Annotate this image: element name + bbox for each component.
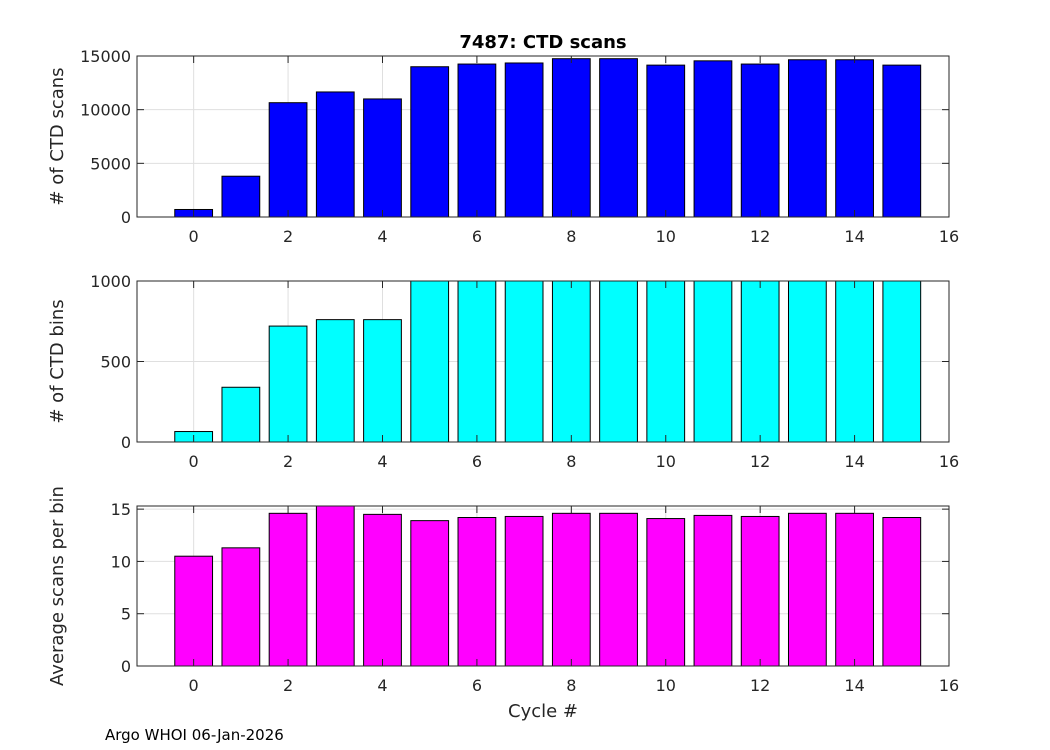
bar-cycle-15 xyxy=(882,517,922,666)
bar-cycle-15 xyxy=(882,281,922,442)
x-tick-label: 16 xyxy=(939,676,959,695)
x-tick-label: 4 xyxy=(377,676,387,695)
x-tick-label: 12 xyxy=(750,676,770,695)
bar-cycle-12 xyxy=(740,281,780,442)
bar-cycle-10 xyxy=(646,64,686,217)
x-tick-label: 2 xyxy=(283,676,293,695)
bar-cycle-6 xyxy=(457,281,497,442)
bar-cycle-10 xyxy=(646,518,686,666)
bar-cycle-2 xyxy=(268,325,308,442)
bar-cycle-13 xyxy=(787,512,827,666)
y-tick-label: 10000 xyxy=(80,101,131,120)
chart-panel-2: 0 2 4 6 8 10 12 14 16 0 500 1000 # of CTD bins xyxy=(47,272,959,471)
bar-cycle-11 xyxy=(693,60,733,217)
bar-cycle-1 xyxy=(221,386,261,442)
y-tick-label: 0 xyxy=(121,208,131,227)
bar-cycle-1 xyxy=(221,547,261,666)
x-tick-label: 8 xyxy=(566,227,576,246)
x-tick-label: 8 xyxy=(566,676,576,695)
bar-cycle-12 xyxy=(740,63,780,217)
chart-title: 7487: CTD scans xyxy=(459,32,626,53)
bar-cycle-6 xyxy=(457,63,497,217)
bar-cycle-3 xyxy=(315,506,355,666)
bar-cycle-4 xyxy=(363,98,402,217)
bar-cycle-4 xyxy=(363,319,402,442)
bar-cycle-3 xyxy=(315,91,355,217)
footer-credit: Argo WHOI 06-Jan-2026 xyxy=(105,726,284,744)
y-axis-label: # of CTD scans xyxy=(47,67,68,205)
y-axis-label: Average scans per bin xyxy=(47,486,68,686)
x-tick-label: 10 xyxy=(656,227,676,246)
y-tick-label: 0 xyxy=(121,657,131,676)
x-tick-label: 4 xyxy=(377,452,387,471)
x-tick-label: 2 xyxy=(283,227,293,246)
bar-cycle-13 xyxy=(787,281,827,442)
bar-cycle-4 xyxy=(363,513,402,666)
y-tick-label: 0 xyxy=(121,433,131,452)
bar-cycle-2 xyxy=(268,512,308,666)
x-tick-label: 16 xyxy=(939,452,959,471)
chart-panel-3: 0 2 4 6 8 10 12 14 16 0 5 10 15 Average scans per bin… xyxy=(47,486,959,722)
bar-cycle-10 xyxy=(646,281,686,442)
x-tick-label: 12 xyxy=(750,227,770,246)
bar-cycle-11 xyxy=(693,281,733,442)
x-tick-label: 8 xyxy=(566,452,576,471)
x-tick-label: 0 xyxy=(189,676,199,695)
x-tick-label: 14 xyxy=(844,676,864,695)
x-axis-label: Cycle # xyxy=(508,701,578,722)
axes-box xyxy=(136,55,950,218)
x-tick-label: 0 xyxy=(189,452,199,471)
x-tick-label: 12 xyxy=(750,452,770,471)
bar-cycle-5 xyxy=(410,281,450,442)
y-tick-label: 15000 xyxy=(80,47,131,66)
bar-series xyxy=(174,506,922,666)
axes-box xyxy=(136,505,950,667)
x-tick-label: 6 xyxy=(472,676,482,695)
y-tick-label: 1000 xyxy=(90,272,131,291)
bar-cycle-9 xyxy=(599,512,638,666)
bar-cycle-7 xyxy=(504,515,544,666)
y-tick-label: 5 xyxy=(121,605,131,624)
y-tick-label: 10 xyxy=(111,552,131,571)
bar-cycle-3 xyxy=(315,319,355,442)
chart-panel-1: 0 2 4 6 8 10 12 14 16 0 5000 10000 15000 # of CTD sca… xyxy=(47,32,959,246)
bar-cycle-7 xyxy=(504,62,544,217)
bar-cycle-9 xyxy=(599,281,638,442)
bar-cycle-7 xyxy=(504,281,544,442)
bar-cycle-5 xyxy=(410,66,450,217)
x-tick-label: 6 xyxy=(472,452,482,471)
bar-cycle-8 xyxy=(551,281,591,442)
y-tick-label: 500 xyxy=(100,353,131,372)
bar-cycle-15 xyxy=(882,64,922,217)
bar-cycle-1 xyxy=(221,175,261,217)
bar-cycle-14 xyxy=(835,281,874,442)
bar-cycle-14 xyxy=(835,512,874,666)
x-tick-label: 4 xyxy=(377,227,387,246)
bar-cycle-2 xyxy=(268,102,308,217)
bar-cycle-9 xyxy=(599,58,638,217)
bar-cycle-0 xyxy=(174,555,214,666)
x-tick-label: 16 xyxy=(939,227,959,246)
bar-cycle-8 xyxy=(551,512,591,666)
x-tick-label: 6 xyxy=(472,227,482,246)
bar-cycle-11 xyxy=(693,514,733,666)
x-tick-label: 14 xyxy=(844,227,864,246)
bar-cycle-6 xyxy=(457,517,497,666)
y-tick-label: 15 xyxy=(111,500,131,519)
x-tick-label: 0 xyxy=(189,227,199,246)
bar-cycle-14 xyxy=(835,59,874,217)
bar-cycle-8 xyxy=(551,58,591,217)
bar-cycle-12 xyxy=(740,515,780,666)
x-tick-label: 10 xyxy=(656,676,676,695)
bar-series xyxy=(174,281,922,442)
bar-cycle-5 xyxy=(410,520,450,666)
bar-cycle-13 xyxy=(787,59,827,217)
x-tick-label: 2 xyxy=(283,452,293,471)
x-tick-label: 14 xyxy=(844,452,864,471)
x-tick-label: 10 xyxy=(656,452,676,471)
bar-series xyxy=(174,58,922,217)
y-axis-label: # of CTD bins xyxy=(47,299,68,423)
y-tick-label: 5000 xyxy=(90,154,131,173)
